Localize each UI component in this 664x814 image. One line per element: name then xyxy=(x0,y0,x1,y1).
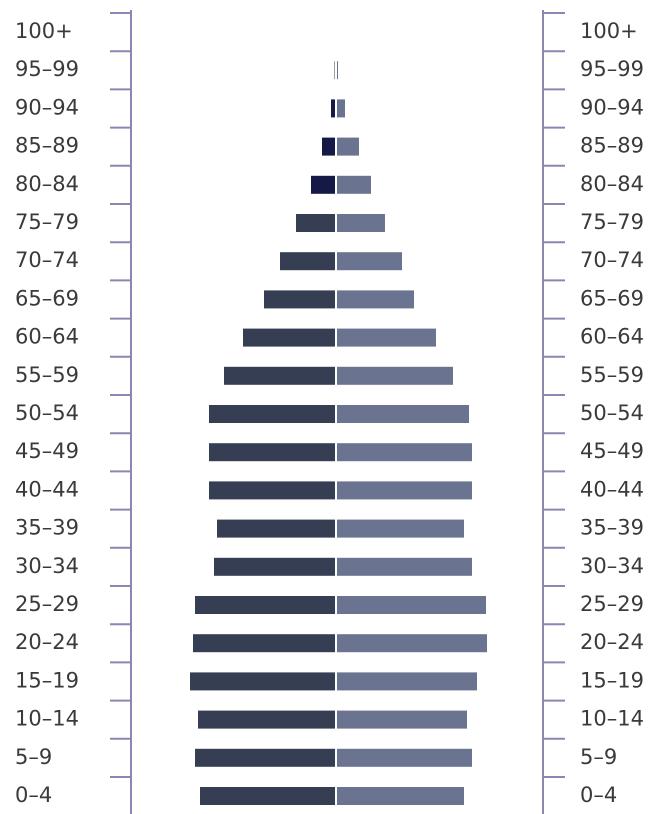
left-category-label: 80–84 xyxy=(15,172,79,196)
right-category-label: 70–74 xyxy=(580,248,644,272)
right-category-label: 55–59 xyxy=(580,363,644,387)
bar xyxy=(337,252,402,271)
bar xyxy=(337,175,371,194)
bar xyxy=(337,328,436,347)
left-category-label: 30–34 xyxy=(15,554,79,578)
right-category-label: 75–79 xyxy=(580,210,644,234)
bar xyxy=(209,443,335,462)
bar xyxy=(337,61,338,80)
left-category-label: 40–44 xyxy=(15,477,79,501)
right-category-label: 35–39 xyxy=(580,516,644,540)
left-category-label: 20–24 xyxy=(15,630,79,654)
bar xyxy=(337,405,469,423)
bar xyxy=(337,596,486,614)
bar xyxy=(337,481,472,500)
bar xyxy=(193,634,335,653)
bar xyxy=(243,328,335,347)
right-category-label: 25–29 xyxy=(580,592,644,616)
bar xyxy=(337,290,414,309)
bar xyxy=(280,252,335,271)
right-category-label: 0–4 xyxy=(580,783,617,807)
bar xyxy=(322,137,335,156)
bar xyxy=(337,443,472,462)
left-category-label: 15–19 xyxy=(15,668,79,692)
bar xyxy=(217,519,335,538)
left-category-label: 35–39 xyxy=(15,516,79,540)
left-category-label: 75–79 xyxy=(15,210,79,234)
left-category-label: 5–9 xyxy=(15,745,52,769)
left-category-label: 100+ xyxy=(15,19,73,43)
bar xyxy=(195,596,335,614)
left-category-label: 85–89 xyxy=(15,134,79,158)
bar xyxy=(190,672,335,691)
right-category-label: 85–89 xyxy=(580,134,644,158)
right-category-label: 60–64 xyxy=(580,325,644,349)
left-category-label: 65–69 xyxy=(15,286,79,310)
bar xyxy=(311,175,335,194)
bar xyxy=(337,214,385,232)
bar xyxy=(337,634,487,653)
bar xyxy=(337,672,477,691)
bar xyxy=(331,99,335,118)
left-category-label: 0–4 xyxy=(15,783,52,807)
bar xyxy=(224,366,335,385)
left-category-label: 90–94 xyxy=(15,95,79,119)
bar xyxy=(198,710,335,729)
right-category-label: 45–49 xyxy=(580,439,644,463)
bar xyxy=(337,557,472,576)
left-category-label: 60–64 xyxy=(15,325,79,349)
bar xyxy=(200,787,335,805)
right-category-label: 40–44 xyxy=(580,477,644,501)
right-category-label: 5–9 xyxy=(580,745,617,769)
left-category-label: 95–99 xyxy=(15,57,79,81)
right-category-label: 100+ xyxy=(580,19,638,43)
left-category-label: 50–54 xyxy=(15,401,79,425)
bar xyxy=(214,557,335,576)
bar xyxy=(337,137,359,156)
bar xyxy=(296,214,335,232)
right-category-label: 95–99 xyxy=(580,57,644,81)
right-category-label: 80–84 xyxy=(580,172,644,196)
bar xyxy=(337,366,453,385)
bar xyxy=(337,710,467,729)
bar xyxy=(337,519,464,538)
left-category-label: 25–29 xyxy=(15,592,79,616)
right-category-label: 30–34 xyxy=(580,554,644,578)
bar xyxy=(209,405,335,423)
bar xyxy=(337,99,345,118)
bar xyxy=(337,748,472,767)
left-category-label: 70–74 xyxy=(15,248,79,272)
right-category-label: 50–54 xyxy=(580,401,644,425)
bar xyxy=(337,787,464,805)
right-category-label: 20–24 xyxy=(580,630,644,654)
right-category-label: 10–14 xyxy=(580,707,644,731)
right-category-label: 90–94 xyxy=(580,95,644,119)
bar xyxy=(209,481,335,500)
left-category-label: 10–14 xyxy=(15,707,79,731)
bar xyxy=(195,748,335,767)
bar xyxy=(264,290,335,309)
left-category-label: 55–59 xyxy=(15,363,79,387)
right-category-label: 15–19 xyxy=(580,668,644,692)
bar xyxy=(334,61,335,80)
left-category-label: 45–49 xyxy=(15,439,79,463)
right-category-label: 65–69 xyxy=(580,286,644,310)
